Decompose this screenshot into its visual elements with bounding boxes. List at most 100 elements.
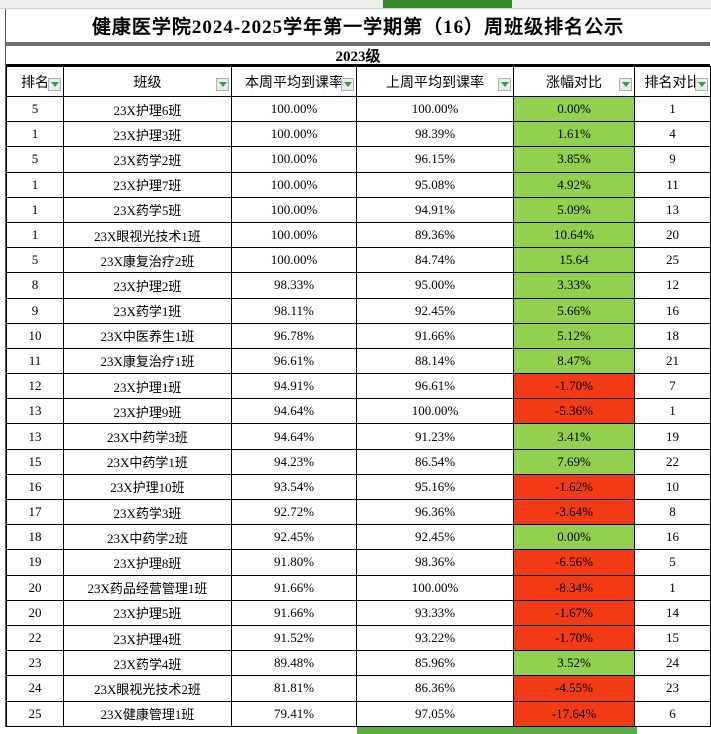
rank-cell: 25 xyxy=(6,700,64,727)
class-cell: 23X康复治疗1班 xyxy=(63,347,232,375)
filter-dropdown-icon[interactable] xyxy=(695,78,708,91)
change-cell: 0.00% xyxy=(513,95,635,123)
chevron-down-icon xyxy=(50,82,59,87)
last-week-cell: 92.45% xyxy=(356,524,514,551)
table-row: 13 23X中药学3班 94.64% 91.23% 3.41% 19 xyxy=(6,423,711,450)
title-divider xyxy=(6,42,710,46)
rank-compare-cell: 6 xyxy=(634,700,711,727)
rank-compare-cell: 16 xyxy=(634,524,711,551)
table-row: 23 23X药学4班 89.48% 85.96% 3.52% 24 xyxy=(6,650,711,677)
this-week-cell: 92.45% xyxy=(231,524,357,551)
rank-cell: 5 xyxy=(6,95,64,123)
last-week-cell: 91.66% xyxy=(356,322,514,349)
chevron-down-icon xyxy=(697,82,706,87)
class-cell: 23X护理1班 xyxy=(63,373,232,400)
rank-compare-cell: 21 xyxy=(634,347,711,375)
table-row: 15 23X中药学1班 94.23% 86.54% 7.69% 22 xyxy=(6,448,711,475)
change-cell: 0.00% xyxy=(513,524,635,551)
rank-compare-cell: 25 xyxy=(634,247,711,274)
this-week-cell: 94.91% xyxy=(231,373,357,400)
change-cell: -3.64% xyxy=(513,498,635,526)
change-cell: 15.64 xyxy=(513,247,635,274)
rank-compare-cell: 10 xyxy=(634,473,711,501)
chevron-down-icon xyxy=(343,82,352,87)
rank-cell: 15 xyxy=(6,448,64,475)
last-week-cell: 95.00% xyxy=(356,272,514,299)
filter-dropdown-icon[interactable] xyxy=(216,78,229,91)
last-week-cell: 96.61% xyxy=(356,373,514,400)
this-week-cell: 100.00% xyxy=(231,196,357,223)
class-cell: 23X护理4班 xyxy=(63,624,232,652)
class-cell: 23X药学2班 xyxy=(63,146,232,173)
change-cell: 3.41% xyxy=(513,423,635,450)
filter-dropdown-icon[interactable] xyxy=(498,78,511,91)
rank-cell: 5 xyxy=(6,247,64,274)
change-cell: 8.47% xyxy=(513,347,635,375)
last-week-cell: 100.00% xyxy=(356,95,514,123)
rank-cell: 8 xyxy=(6,272,64,299)
header-this-week: 本周平均到课率 xyxy=(231,66,357,97)
class-cell: 23X护理10班 xyxy=(63,473,232,501)
rank-compare-cell: 18 xyxy=(634,322,711,349)
class-cell: 23X康复治疗2班 xyxy=(63,247,232,274)
ranking-table: 排名 班级 本周平均到课率 上周平均到课率 xyxy=(6,66,711,727)
change-cell: -1.67% xyxy=(513,599,635,626)
change-cell: 5.09% xyxy=(513,196,635,223)
rank-compare-cell: 4 xyxy=(634,121,711,148)
rank-cell: 11 xyxy=(6,347,64,375)
table-row: 12 23X护理1班 94.91% 96.61% -1.70% 7 xyxy=(6,373,711,400)
class-cell: 23X护理8班 xyxy=(63,549,232,576)
this-week-cell: 100.00% xyxy=(231,221,357,249)
filter-dropdown-icon[interactable] xyxy=(619,78,632,91)
this-week-cell: 100.00% xyxy=(231,121,357,148)
grade-label: 2023级 xyxy=(335,48,381,65)
last-week-cell: 100.00% xyxy=(356,574,514,601)
change-cell: -17.64% xyxy=(513,700,635,727)
rank-cell: 1 xyxy=(6,196,64,223)
table-row: 1 23X护理7班 100.00% 95.08% 4.92% 11 xyxy=(6,171,711,198)
header-class: 班级 xyxy=(63,66,232,97)
rank-cell: 22 xyxy=(6,624,64,652)
class-cell: 23X健康管理1班 xyxy=(63,700,232,727)
cropped-row-above xyxy=(0,0,711,9)
table-header-row: 排名 班级 本周平均到课率 上周平均到课率 xyxy=(6,66,711,97)
rank-compare-cell: 1 xyxy=(634,574,711,601)
title-row: 健康医学院2024-2025学年第一学期第（16）周班级排名公示 xyxy=(6,9,710,42)
last-week-cell: 93.33% xyxy=(356,599,514,626)
table-row: 20 23X护理5班 91.66% 93.33% -1.67% 14 xyxy=(6,599,711,626)
last-week-cell: 91.23% xyxy=(356,423,514,450)
header-this-week-label: 本周平均到课率 xyxy=(245,75,343,91)
change-cell: -4.55% xyxy=(513,675,635,702)
this-week-cell: 100.00% xyxy=(231,146,357,173)
rank-compare-cell: 1 xyxy=(634,398,711,425)
rank-compare-cell: 19 xyxy=(634,423,711,450)
rank-compare-cell: 13 xyxy=(634,196,711,223)
table-row: 22 23X护理4班 91.52% 93.22% -1.70% 15 xyxy=(6,624,711,652)
class-cell: 23X护理3班 xyxy=(63,121,232,148)
table-row: 11 23X康复治疗1班 96.61% 88.14% 8.47% 21 xyxy=(6,347,711,375)
rank-cell: 24 xyxy=(6,675,64,702)
class-cell: 23X药学5班 xyxy=(63,196,232,223)
table-row: 10 23X中医养生1班 96.78% 91.66% 5.12% 18 xyxy=(6,322,711,349)
change-cell: 10.64% xyxy=(513,221,635,249)
class-cell: 23X中药学2班 xyxy=(63,524,232,551)
last-week-cell: 96.36% xyxy=(356,498,514,526)
change-cell: -5.36% xyxy=(513,398,635,425)
this-week-cell: 81.81% xyxy=(231,675,357,702)
this-week-cell: 91.66% xyxy=(231,599,357,626)
chevron-down-icon xyxy=(621,82,630,87)
filter-dropdown-icon[interactable] xyxy=(48,78,61,91)
header-class-label: 班级 xyxy=(133,75,162,91)
class-cell: 23X药品经营管理1班 xyxy=(63,574,232,601)
header-rank-compare-label: 排名对比 xyxy=(644,75,701,91)
header-rank-label: 排名 xyxy=(21,75,49,91)
filter-dropdown-icon[interactable] xyxy=(341,78,354,91)
change-cell: 3.33% xyxy=(513,272,635,299)
header-last-week: 上周平均到课率 xyxy=(356,66,514,97)
rank-cell: 13 xyxy=(6,398,64,425)
class-cell: 23X眼视光技术1班 xyxy=(63,221,232,249)
change-cell: -1.70% xyxy=(513,373,635,400)
change-cell: 5.12% xyxy=(513,322,635,349)
rank-cell: 17 xyxy=(6,498,64,526)
last-week-cell: 98.36% xyxy=(356,549,514,576)
